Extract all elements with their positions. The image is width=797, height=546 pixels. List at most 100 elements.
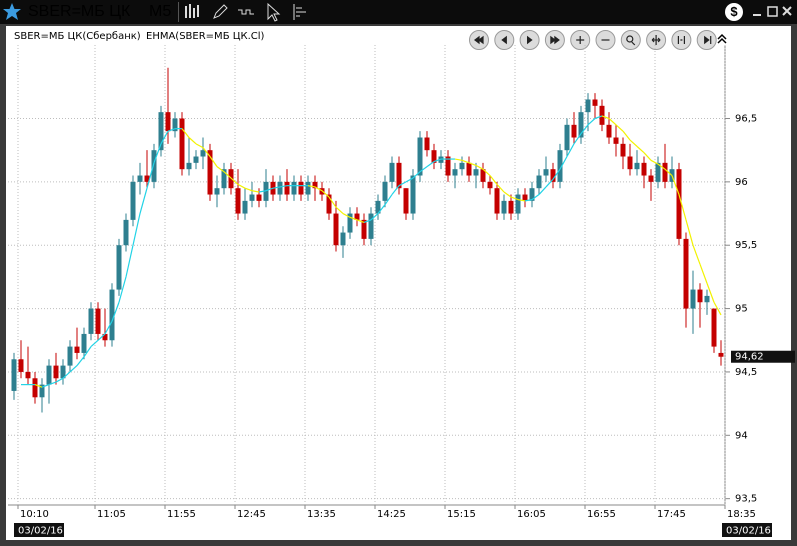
- nav-button[interactable]: [620, 30, 641, 50]
- favorite-star[interactable]: [3, 3, 21, 20]
- candle-body: [690, 289, 696, 309]
- interval[interactable]: M5: [149, 3, 171, 20]
- indicator-segment: [321, 190, 330, 198]
- candle-body: [179, 118, 185, 170]
- date-label: 03/02/16: [726, 526, 771, 537]
- indicator-segment: [650, 159, 659, 165]
- indicator-segment: [272, 186, 281, 189]
- indicator-segment: [377, 204, 386, 214]
- indicator-segment: [433, 158, 442, 163]
- currency-button[interactable]: [725, 3, 743, 21]
- minimize-button[interactable]: [753, 14, 761, 16]
- indicator-segment: [62, 371, 71, 379]
- indicator-segment: [517, 199, 526, 202]
- candle-body: [102, 333, 108, 341]
- y-tick-label: 96,5: [735, 113, 757, 124]
- indicator-segment: [482, 168, 491, 176]
- candle-body: [221, 169, 227, 189]
- indicator-segment: [713, 301, 722, 316]
- y-tick-label: 94,5: [735, 367, 757, 378]
- candle-body: [704, 295, 710, 303]
- indicator-segment: [265, 187, 274, 192]
- indicator-segment: [146, 162, 155, 189]
- candle-body: [634, 162, 640, 170]
- candle-body: [557, 150, 563, 182]
- indicator-segment: [125, 245, 134, 278]
- indicator-segment: [216, 166, 225, 173]
- indicator-segment: [370, 213, 379, 221]
- indicator-segment: [160, 130, 169, 145]
- indicator-segment: [104, 320, 113, 335]
- currency-icon: $: [730, 4, 738, 19]
- indicator-segment: [181, 128, 190, 138]
- candle-body: [494, 188, 500, 214]
- cursor-icon[interactable]: [267, 2, 281, 22]
- chart-type-icon[interactable]: [185, 4, 199, 18]
- candle-body: [417, 137, 423, 176]
- nav-glyph: [550, 35, 560, 45]
- candle-body: [53, 365, 59, 379]
- indicator-segment: [657, 163, 666, 170]
- indicator-segment: [615, 124, 624, 132]
- indicator-segment: [671, 175, 680, 195]
- indicator-segment: [594, 115, 603, 120]
- indicator-segment: [258, 190, 267, 193]
- separator: [178, 2, 179, 22]
- indicator-segment: [622, 130, 631, 141]
- candle-body: [326, 194, 332, 214]
- close-button[interactable]: [782, 6, 792, 16]
- candle-body: [410, 175, 416, 214]
- candle-body: [11, 359, 17, 391]
- indicator-segment: [587, 118, 596, 126]
- indicator-segment: [188, 137, 197, 145]
- candle-body: [389, 162, 395, 182]
- x-tick-label: 14:25: [377, 509, 406, 520]
- indicator-segment: [335, 206, 344, 214]
- indicator-segment: [97, 333, 106, 341]
- indicator-segment: [118, 276, 127, 303]
- settings-icon[interactable]: [293, 4, 306, 20]
- candle-body: [711, 308, 717, 347]
- collapse-button[interactable]: [717, 33, 727, 44]
- indicator-segment: [349, 216, 358, 221]
- indicator-segment: [454, 158, 463, 161]
- indicator-label: EHMA(SBER=МБ ЦК.Cl): [146, 31, 265, 42]
- indicator-segment: [209, 156, 218, 167]
- instrument-label: SBER=МБ ЦК(Сбербанк): [14, 31, 141, 42]
- candle-body: [46, 365, 52, 385]
- last-price-label: 94,62: [735, 352, 764, 363]
- x-tick-label: 13:35: [307, 509, 336, 520]
- candle-body: [81, 333, 87, 353]
- candle-body: [235, 188, 241, 214]
- nav-glyph: [526, 35, 533, 45]
- x-tick-label: 16:05: [517, 509, 546, 520]
- indicator-segment: [489, 175, 498, 185]
- nav-glyph: [651, 35, 661, 45]
- indicator-segment: [111, 302, 120, 322]
- indicator-segment: [384, 194, 393, 206]
- candle-body: [592, 99, 598, 106]
- candle-body: [144, 175, 150, 182]
- candle-body: [18, 359, 24, 372]
- candle-body: [431, 150, 437, 163]
- candle-body: [67, 346, 73, 366]
- candle-body: [564, 124, 570, 151]
- maximize-button[interactable]: [767, 6, 778, 17]
- indicator-segment: [531, 194, 540, 201]
- indicator-icon[interactable]: [238, 9, 254, 15]
- indicator-segment: [419, 166, 428, 173]
- indicator-segment: [692, 245, 701, 265]
- candle-body: [515, 194, 521, 214]
- indicator-segment: [538, 186, 547, 195]
- candle-body: [214, 188, 220, 195]
- indicator-segment: [90, 339, 99, 348]
- y-tick-label: 96: [735, 177, 748, 188]
- candle-body: [403, 188, 409, 214]
- indicator-segment: [34, 384, 43, 388]
- y-tick-label: 93,5: [735, 494, 757, 505]
- draw-icon[interactable]: [213, 4, 228, 19]
- symbol[interactable]: SBER=МБ ЦК: [28, 3, 131, 20]
- indicator-segment: [706, 283, 715, 303]
- candle-body: [662, 162, 668, 182]
